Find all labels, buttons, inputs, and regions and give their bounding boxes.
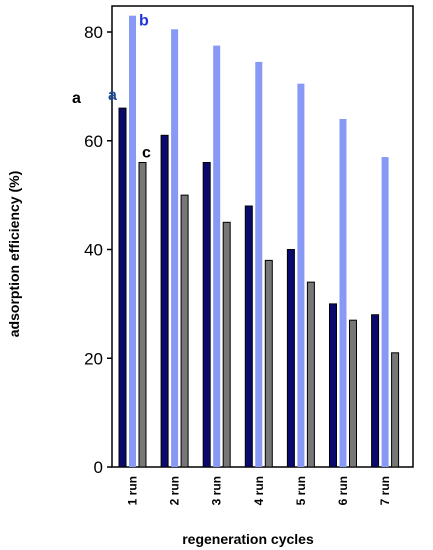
y-axis-ticks: 0 20 40 60 80 (84, 23, 112, 477)
plot-border (111, 5, 414, 468)
y-axis-label: adsorption efficiency (%) (6, 171, 22, 337)
series-label-a: a (108, 87, 117, 104)
y-tick-label: 0 (94, 458, 103, 477)
x-axis-label: regeneration cycles (182, 531, 314, 547)
bar-c-7 (391, 352, 400, 468)
x-tick-label: 3 run (210, 476, 224, 505)
bar-a-7 (371, 314, 380, 468)
bar-c-5 (306, 281, 315, 468)
plot-area-frame (111, 5, 414, 468)
y-tick-label: 80 (84, 23, 103, 42)
bar-a-6 (328, 303, 337, 468)
bar-a-3 (202, 162, 211, 468)
series-labels: a b c (108, 13, 151, 162)
y-tick-label: 40 (84, 241, 103, 260)
series-label-b: b (139, 13, 149, 30)
bar-b-6 (339, 119, 347, 467)
extra-series-label-a: a (72, 90, 81, 107)
bar-c-2 (180, 194, 189, 468)
x-axis-ticks: 1 run 2 run 3 run 4 run 5 run 6 run 7 run (126, 476, 393, 505)
bar-a-1 (118, 107, 127, 468)
bar-c-3 (222, 221, 231, 468)
y-tick-label: 60 (84, 132, 103, 151)
x-tick-label: 2 run (168, 476, 182, 505)
bar-b-7 (381, 157, 389, 467)
series-label-c: c (142, 145, 151, 162)
bars-group (118, 15, 400, 468)
bar-a-2 (160, 134, 169, 468)
x-tick-label: 7 run (378, 476, 392, 505)
bar-a-5 (286, 249, 295, 468)
bar-b-5 (297, 83, 305, 467)
x-tick-label: 5 run (294, 476, 308, 505)
bar-b-1 (129, 15, 136, 467)
bar-a-4 (244, 205, 253, 468)
bar-b-4 (255, 61, 263, 467)
bar-c-6 (348, 319, 357, 468)
x-tick-label: 6 run (336, 476, 350, 505)
x-tick-label: 1 run (126, 476, 140, 505)
bar-b-3 (213, 45, 221, 467)
bar-c-1 (138, 162, 147, 468)
bar-b-2 (171, 29, 179, 467)
y-tick-label: 20 (84, 349, 103, 368)
bar-c-4 (264, 259, 273, 468)
x-tick-label: 4 run (252, 476, 266, 505)
